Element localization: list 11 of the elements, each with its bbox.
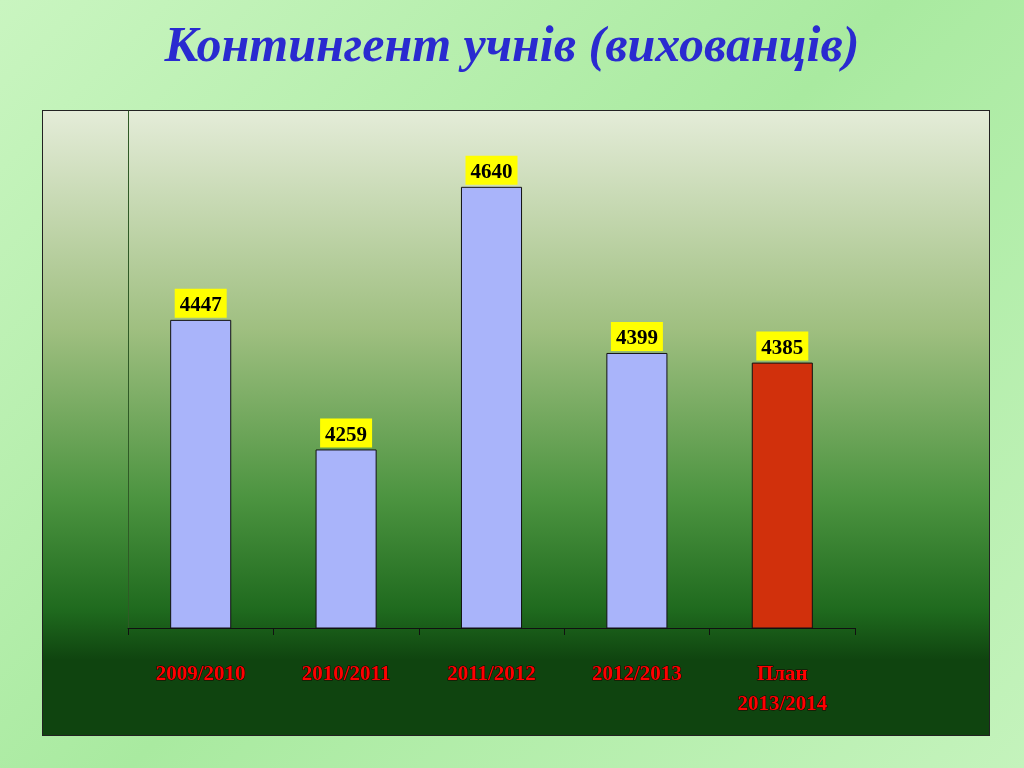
data-label: 4259	[325, 421, 368, 446]
data-label: 4447	[179, 292, 222, 317]
x-tick-label: 2010/2011	[301, 661, 391, 685]
x-tick-label: 2012/2013	[591, 661, 682, 685]
x-tick-label: План 2013/2014	[737, 661, 828, 715]
data-label: 4640	[470, 159, 513, 184]
x-tick-label: 2009/2010	[155, 661, 246, 685]
chart-title: Контингент учнів (вихованців)	[163, 16, 860, 72]
data-label: 4399	[615, 325, 658, 350]
x-tick-label: 2011/2012	[447, 661, 536, 685]
data-label: 4385	[761, 335, 804, 360]
